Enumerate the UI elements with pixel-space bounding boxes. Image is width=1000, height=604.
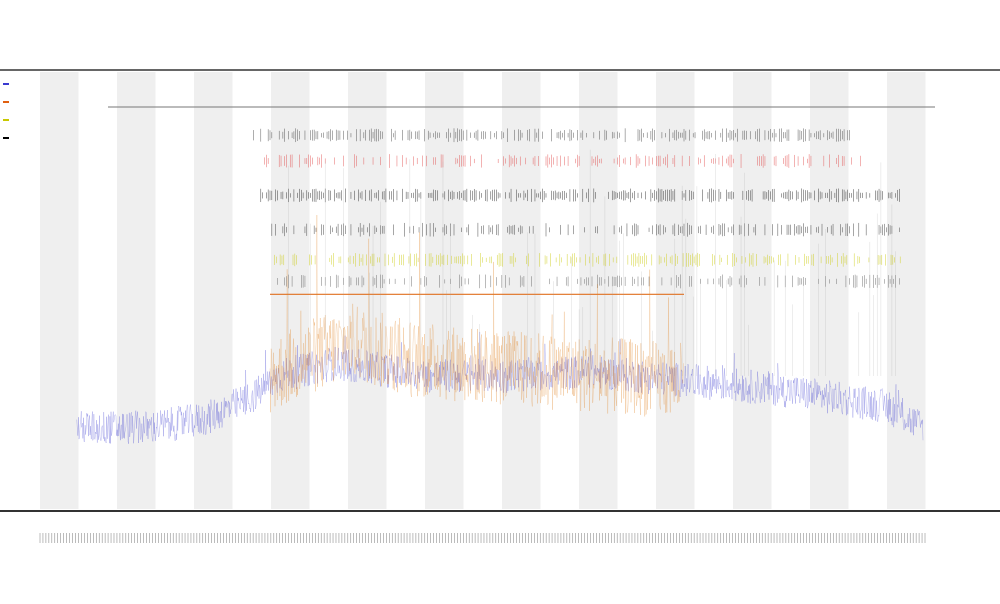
background-band <box>579 72 618 509</box>
background-band <box>810 72 849 509</box>
background-band <box>271 72 310 509</box>
track-black-top <box>253 128 850 143</box>
track-black-mid <box>260 188 900 203</box>
legend-swatch <box>3 83 9 85</box>
x-tick-labels <box>39 533 926 543</box>
background-band <box>40 72 79 509</box>
background-bands <box>40 72 926 509</box>
legend <box>3 83 9 139</box>
track-black-low <box>271 222 900 237</box>
background-band <box>656 72 695 509</box>
background-band <box>887 72 926 509</box>
background-band <box>194 72 233 509</box>
track-yellow <box>274 252 901 267</box>
background-band <box>348 72 387 509</box>
legend-swatch <box>3 119 9 121</box>
background-band <box>425 72 464 509</box>
series-line-1 <box>269 214 684 417</box>
series-group <box>76 149 924 444</box>
background-band <box>502 72 541 509</box>
background-band <box>117 72 156 509</box>
background-band <box>733 72 772 509</box>
legend-swatch <box>3 137 9 139</box>
track-red <box>264 154 861 168</box>
legend-swatch <box>3 101 9 103</box>
track-rows <box>253 128 901 289</box>
